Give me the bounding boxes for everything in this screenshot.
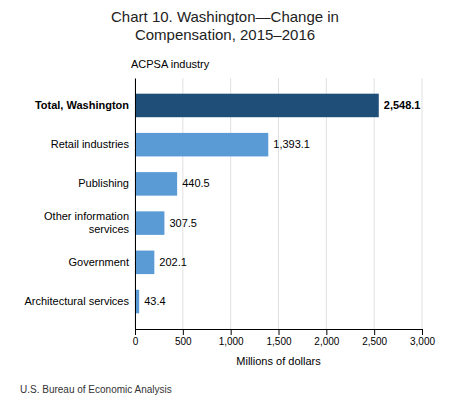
- x-tick-label: 3,000: [410, 336, 435, 347]
- x-tick-mark: [326, 329, 327, 335]
- bar: [135, 94, 379, 118]
- footnote: U.S. Bureau of Economic Analysis: [20, 384, 172, 395]
- data-label: 2,548.1: [384, 99, 421, 111]
- x-axis: 0 500 1,000 1,500 2,000 2,500 3,000: [133, 329, 436, 347]
- x-tick: 0: [133, 329, 139, 347]
- x-tick-mark: [279, 329, 280, 335]
- x-tick-mark: [135, 329, 136, 335]
- grid: [135, 78, 422, 329]
- bar: [135, 133, 268, 157]
- x-tick-mark: [183, 329, 184, 335]
- data-label: 440.5: [182, 177, 210, 189]
- x-tick: 3,000: [410, 329, 435, 347]
- data-label: 43.4: [144, 295, 165, 307]
- grid-line: [422, 78, 423, 329]
- x-tick-label: 0: [133, 336, 139, 347]
- y-tick: Publishing: [78, 177, 129, 189]
- y-axis: Architectural services Government Other in…: [24, 79, 135, 330]
- chart: Chart 10. Washington—Change inCompensati…: [0, 0, 450, 401]
- y-tick-label: Government: [68, 256, 129, 268]
- data-label: 202.1: [159, 256, 187, 268]
- data-label: 307.5: [169, 217, 197, 229]
- data-label: 1,393.1: [273, 138, 310, 150]
- x-tick-label: 2,000: [314, 336, 339, 347]
- bar: [135, 211, 164, 235]
- y-tick-label: Other informationservices: [44, 210, 129, 235]
- bars: [135, 94, 379, 314]
- bar: [135, 251, 154, 275]
- x-tick-mark: [422, 329, 423, 335]
- x-tick-label: 1,000: [219, 336, 244, 347]
- x-tick: 1,500: [266, 329, 291, 347]
- data-labels: 43.4 202.1 307.5 440.5 1,393.1 2,548.1: [144, 99, 420, 307]
- y-tick: Architectural services: [24, 295, 129, 307]
- y-tick-label: Publishing: [78, 177, 129, 189]
- x-axis-line: [136, 330, 423, 336]
- x-tick-label: 1,500: [266, 336, 291, 347]
- x-axis-title: Millions of dollars: [236, 355, 321, 367]
- x-tick: 500: [175, 329, 192, 347]
- x-tick-label: 500: [175, 336, 192, 347]
- bar: [135, 172, 177, 196]
- y-tick: Other informationservices: [44, 210, 129, 235]
- y-tick: Retail industries: [51, 138, 130, 150]
- x-tick-mark: [374, 329, 375, 335]
- y-tick: Total, Washington: [35, 99, 129, 111]
- x-tick: 1,000: [219, 329, 244, 347]
- title: Chart 10. Washington—Change inCompensati…: [111, 8, 339, 43]
- x-tick-label: 2,500: [362, 336, 387, 347]
- y-tick: Government: [68, 256, 129, 268]
- y-axis-line: [135, 79, 136, 330]
- x-tick: 2,000: [314, 329, 339, 347]
- x-tick: 2,500: [362, 329, 387, 347]
- y-tick-label: Architectural services: [24, 295, 129, 307]
- x-tick-mark: [231, 329, 232, 335]
- y-tick-label: Retail industries: [51, 138, 130, 150]
- grid-line: [135, 78, 136, 329]
- plot: 0 500 1,000 1,500 2,000 2,500 3,000 Architectur…: [24, 78, 435, 347]
- y-tick-label: Total, Washington: [35, 99, 129, 111]
- y-axis-title: ACPSA industry: [131, 58, 210, 70]
